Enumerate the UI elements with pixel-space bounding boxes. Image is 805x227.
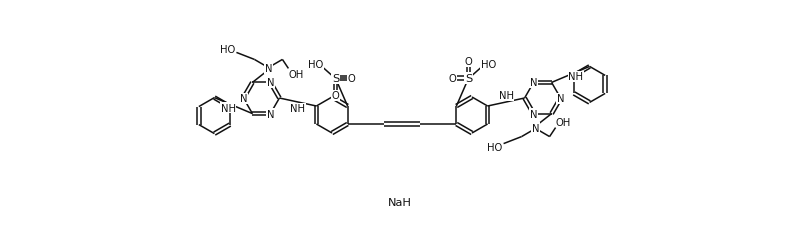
Text: S: S bbox=[464, 74, 472, 84]
Text: O: O bbox=[448, 74, 456, 84]
Text: N: N bbox=[532, 123, 539, 133]
Text: NH: NH bbox=[221, 103, 236, 113]
Text: HO: HO bbox=[487, 142, 502, 152]
Text: HO: HO bbox=[481, 60, 496, 70]
Text: HO: HO bbox=[220, 45, 235, 55]
Text: NaH: NaH bbox=[388, 197, 412, 207]
Text: NH: NH bbox=[568, 72, 583, 82]
Text: HO: HO bbox=[308, 60, 324, 70]
Text: N: N bbox=[266, 78, 275, 88]
Text: O: O bbox=[332, 91, 340, 101]
Text: N: N bbox=[530, 78, 538, 88]
Text: N: N bbox=[266, 109, 275, 119]
Text: N: N bbox=[530, 109, 538, 119]
Text: O: O bbox=[348, 74, 356, 84]
Text: OH: OH bbox=[289, 70, 304, 80]
Text: N: N bbox=[265, 64, 272, 74]
Text: O: O bbox=[464, 57, 473, 67]
Text: NH: NH bbox=[291, 104, 305, 114]
Text: S: S bbox=[332, 74, 339, 84]
Text: N: N bbox=[240, 94, 247, 104]
Text: N: N bbox=[557, 94, 564, 104]
Text: NH: NH bbox=[498, 91, 514, 101]
Text: OH: OH bbox=[556, 117, 572, 127]
